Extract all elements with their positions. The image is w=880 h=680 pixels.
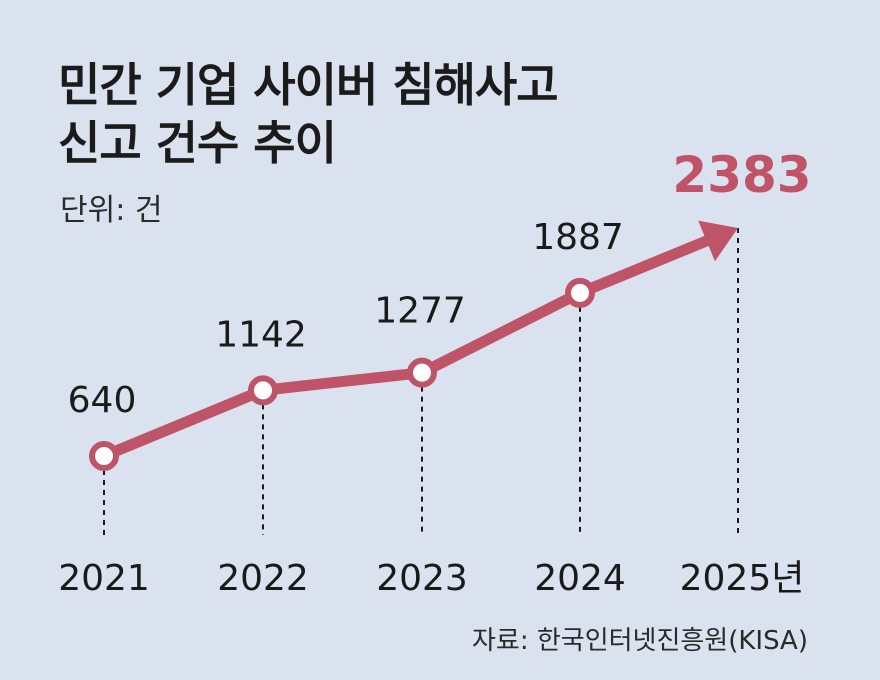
data-label-2024: 1887 [532,217,624,258]
source-note: 자료: 한국인터넷진흥원(KISA) [471,626,808,656]
x-tick-label-2023: 2023 [376,558,468,599]
unit-label: 단위: 건 [60,193,163,228]
title-line-2: 신고 건수 추이 [58,116,337,170]
data-label-2022: 1142 [215,314,307,355]
data-point-2022 [248,375,278,406]
data-label-2021: 640 [68,380,137,421]
data-label-highlight: 2383 [672,146,811,204]
x-tick-label-2025년: 2025년 [680,558,805,599]
x-tick-label-2022: 2022 [217,558,309,599]
data-point-2021 [89,441,119,471]
data-label-2023: 1277 [374,291,466,332]
arrow-head [698,220,738,262]
data-point-2023 [407,357,437,388]
chart-title: 민간 기업 사이버 침해사고 신고 건수 추이 [58,56,559,172]
title-line-1: 민간 기업 사이버 침해사고 [58,58,559,112]
data-point-2024 [565,277,595,308]
x-tick-label-2021: 2021 [58,558,150,599]
series-line [98,235,713,462]
x-tick-label-2024: 2024 [534,558,626,599]
